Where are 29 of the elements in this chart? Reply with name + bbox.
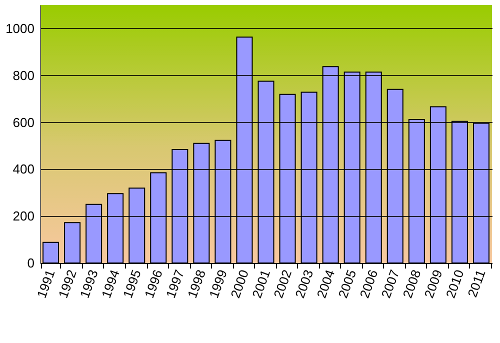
x-tick-label: 1991 [34, 268, 58, 300]
y-tick-label: 1000 [6, 20, 34, 36]
y-tick-label: 800 [12, 68, 34, 83]
x-tick-label: 1999 [206, 268, 230, 300]
x-tick-label: 2000 [228, 268, 252, 300]
x-tick-label: 2005 [335, 268, 360, 300]
x-tick-label: 2003 [292, 268, 316, 300]
x-tick-label: 2001 [249, 268, 274, 300]
x-tick-label: 2002 [270, 268, 295, 300]
x-tick-label: 2007 [378, 268, 402, 300]
x-tick-label: 2011 [464, 268, 488, 300]
x-tick-label: 1993 [76, 268, 101, 300]
x-tick-label: 1996 [141, 268, 166, 300]
y-tick-label: 400 [12, 162, 34, 177]
x-tick-label: 1997 [162, 268, 187, 300]
x-tick-label: 2004 [314, 268, 338, 300]
x-tick-label: 1998 [184, 268, 209, 300]
x-tick-label: 1992 [55, 268, 80, 300]
bar [64, 222, 81, 264]
x-tick-label: 2006 [356, 268, 381, 300]
y-tick-label: 200 [12, 208, 34, 224]
x-tick-label: 1994 [98, 268, 122, 300]
x-tick-label: 2009 [421, 268, 446, 300]
y-tick-label: 600 [12, 114, 34, 130]
x-tick-label: 2008 [400, 268, 424, 300]
x-tick-label: 2010 [442, 268, 467, 300]
x-tick-label: 1995 [120, 268, 144, 300]
y-tick-label: 0 [27, 256, 34, 270]
bar [42, 242, 60, 264]
